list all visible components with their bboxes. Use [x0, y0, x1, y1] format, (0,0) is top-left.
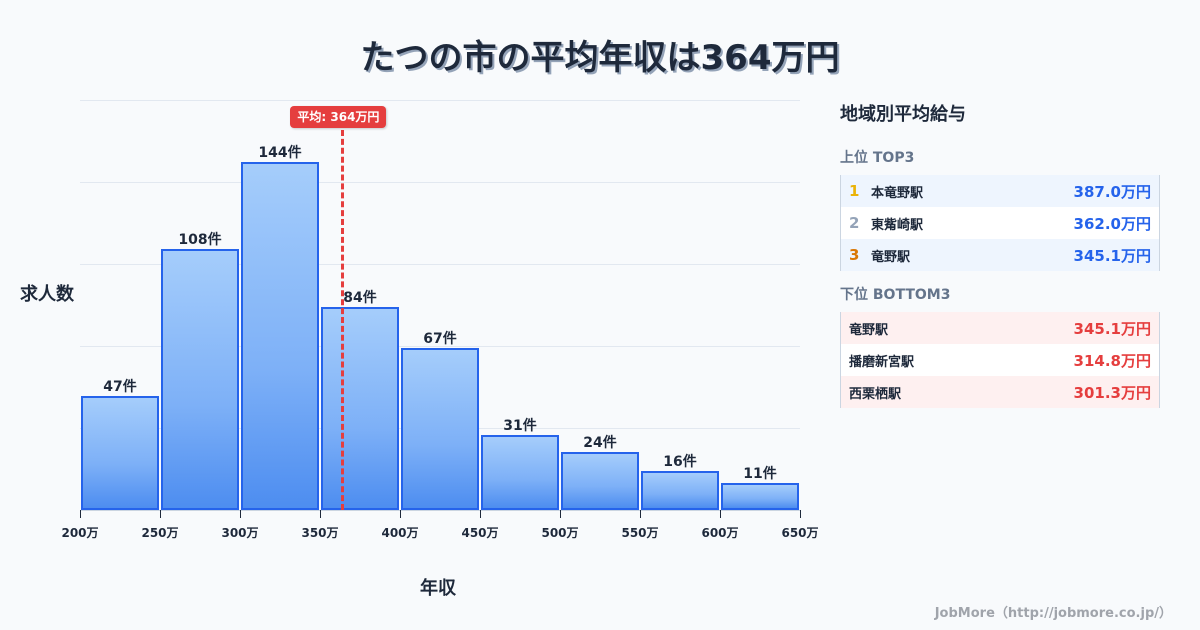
list-item: 2 東觜崎駅 362.0万円	[841, 207, 1159, 239]
bar-value-label: 16件	[663, 454, 697, 470]
station-name: 竜野駅	[849, 322, 889, 338]
bar-value-label: 47件	[103, 379, 137, 395]
x-tick-label: 500万	[541, 526, 579, 540]
x-tick-mark	[240, 510, 241, 518]
x-tick-label: 550万	[621, 526, 659, 540]
rank-number: 2	[849, 214, 860, 232]
station-name: 東觜崎駅	[871, 217, 924, 233]
list-item: 3 竜野駅 345.1万円	[841, 239, 1159, 271]
histogram-chart: 47件 108件 144件 84件 67件 31件 24件 16件 11件 200万 250万 30…	[20, 100, 819, 599]
bar-value-label: 24件	[583, 435, 617, 451]
y-axis-label: 求人数	[20, 284, 74, 305]
x-tick-label: 450万	[461, 526, 499, 540]
histogram-bar	[641, 471, 719, 510]
station-name: 本竜野駅	[871, 185, 924, 201]
list-item: 西栗栖駅 301.3万円	[841, 376, 1159, 408]
bar-value-label: 108件	[178, 232, 222, 248]
salary-value: 314.8万円	[1073, 351, 1151, 370]
histogram-bar	[161, 249, 239, 510]
salary-value: 362.0万円	[1073, 214, 1151, 233]
x-tick-label: 250万	[141, 526, 179, 540]
x-tick-mark	[160, 510, 161, 518]
histogram-bar	[481, 435, 559, 510]
average-badge: 平均: 364万円	[290, 106, 387, 128]
list-item: 1 本竜野駅 387.0万円	[841, 175, 1159, 207]
x-tick-label: 200万	[61, 526, 99, 540]
x-tick-label: 400万	[381, 526, 419, 540]
bar-value-label: 144件	[258, 145, 302, 161]
salary-value: 387.0万円	[1073, 182, 1151, 201]
gridline	[80, 346, 800, 347]
bottom3-title: 下位 BOTTOM3	[840, 287, 951, 303]
salary-value: 345.1万円	[1073, 246, 1151, 265]
x-axis-label: 年収	[420, 578, 456, 599]
page-title: たつの市の平均年収は364万円	[360, 38, 840, 78]
x-tick-mark	[640, 510, 641, 518]
top3-list: 1 本竜野駅 387.0万円 2 東觜崎駅 362.0万円 3 竜野駅 345.…	[840, 175, 1160, 271]
rank-number: 1	[849, 182, 860, 200]
histogram-bar	[721, 483, 799, 510]
panel-title: 地域別平均給与	[840, 104, 966, 125]
station-name: 播磨新宮駅	[849, 354, 915, 370]
gridline	[80, 182, 800, 183]
station-name: 西栗栖駅	[849, 386, 902, 402]
x-tick-label: 300万	[221, 526, 259, 540]
histogram-bar	[561, 452, 639, 510]
list-item: 播磨新宮駅 314.8万円	[841, 344, 1159, 376]
footer-credit: JobMore（http://jobmore.co.jp/）	[934, 606, 1172, 621]
list-item: 竜野駅 345.1万円	[841, 312, 1159, 344]
x-tick-mark	[320, 510, 321, 518]
salary-value: 301.3万円	[1073, 383, 1151, 402]
x-axis-line	[80, 510, 800, 511]
bar-value-label: 67件	[423, 331, 457, 347]
gridline	[80, 100, 800, 101]
x-tick-mark	[560, 510, 561, 518]
station-name: 竜野駅	[871, 249, 911, 265]
x-tick-label: 600万	[701, 526, 739, 540]
regional-salary-panel: 地域別平均給与 上位 TOP3 1 本竜野駅 387.0万円 2 東觜崎駅 36…	[840, 100, 1162, 408]
histogram-bar	[321, 307, 399, 510]
bar-value-label: 31件	[503, 418, 537, 434]
bottom3-list: 竜野駅 345.1万円 播磨新宮駅 314.8万円 西栗栖駅 301.3万円	[840, 312, 1160, 408]
histogram-bar	[241, 162, 319, 510]
gridline	[80, 264, 800, 265]
x-tick-mark	[80, 510, 81, 518]
bar-value-label: 11件	[743, 466, 777, 482]
x-tick-mark	[800, 510, 801, 518]
x-tick-mark	[480, 510, 481, 518]
x-tick-label: 350万	[301, 526, 339, 540]
average-line	[341, 130, 345, 510]
x-tick-label: 650万	[781, 526, 819, 540]
rank-number: 3	[849, 246, 860, 264]
bar-value-label: 84件	[343, 290, 377, 306]
top3-title: 上位 TOP3	[840, 150, 915, 166]
x-tick-mark	[720, 510, 721, 518]
x-tick-mark	[400, 510, 401, 518]
histogram-bar	[81, 396, 159, 510]
salary-value: 345.1万円	[1073, 319, 1151, 338]
histogram-bar	[401, 348, 479, 510]
